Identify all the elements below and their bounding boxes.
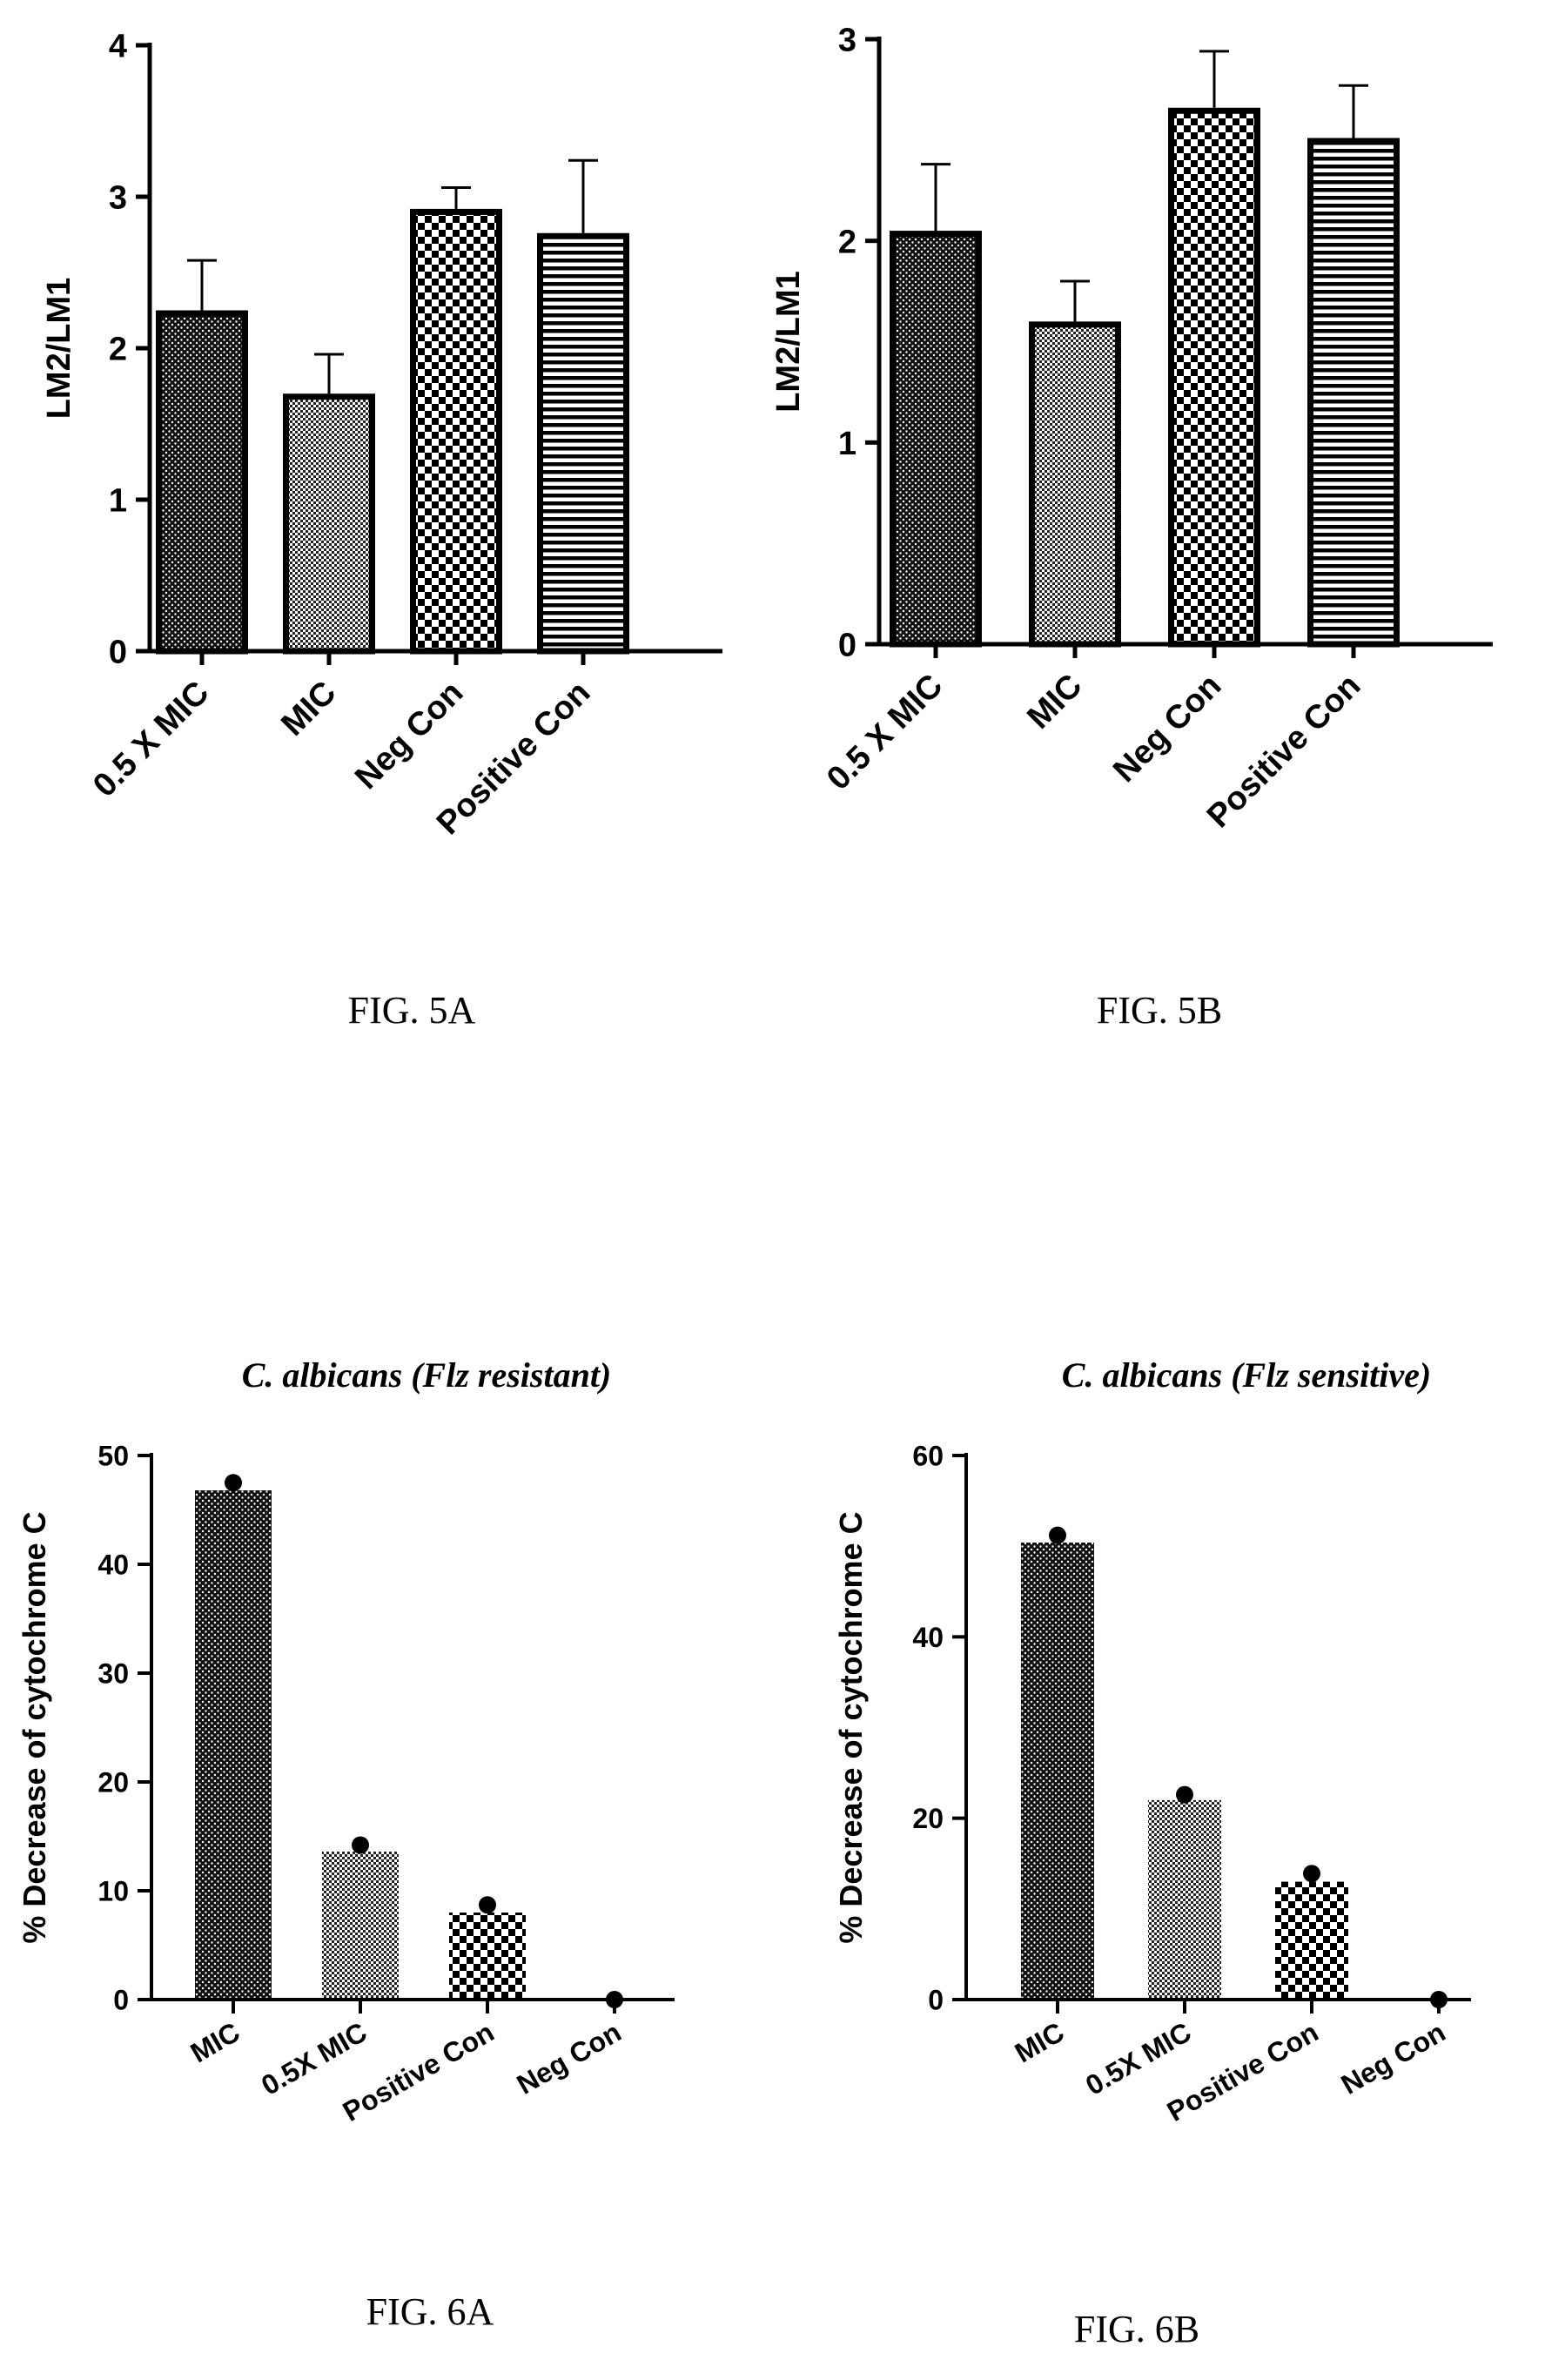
y-axis-label: LM2/LM1 [770, 271, 807, 413]
y-axis-label: % Decrease of cytochrome C [833, 1511, 869, 1943]
y-tick-label: 0 [928, 1985, 944, 2016]
bar-positive-con [1307, 138, 1400, 648]
y-tick-label: 1 [838, 426, 856, 462]
chart-fig6b: C. albicans (Flz sensitive) 0 20 40 60 MIC 0.5… [833, 1355, 1471, 2350]
data-point [225, 1474, 242, 1492]
figure-caption: FIG. 6A [366, 2290, 494, 2333]
category-label: 0.5 X MIC [820, 668, 950, 797]
y-axis-label: LM2/LM1 [41, 278, 77, 420]
bar-0-5x-mic [1148, 1799, 1221, 2000]
data-point [1049, 1526, 1066, 1544]
figure-caption: FIG. 5A [348, 989, 476, 1032]
category-label: 0.5X MIC [256, 2016, 373, 2101]
bar-positive-con [1275, 1881, 1348, 2000]
category-label: MIC [1010, 2016, 1070, 2069]
category-label: Neg Con [512, 2016, 627, 2101]
y-tick-label: 40 [97, 1550, 129, 1581]
y-tick-label: 4 [109, 29, 127, 65]
y-tick-label: 2 [109, 332, 127, 368]
data-point [479, 1896, 496, 1914]
bar-mic [1029, 321, 1121, 648]
y-tick-label: 20 [912, 1803, 944, 1834]
y-tick-label: 1 [109, 483, 127, 520]
data-point [1176, 1785, 1193, 1804]
chart-fig6a: C. albicans (Flz resistant) 0 10 20 30 40 50 MI… [17, 1355, 675, 2333]
y-tick-label: 0 [113, 1985, 129, 2016]
category-label: 0.5 X MIC [86, 675, 216, 804]
y-tick-label: 10 [97, 1876, 129, 1907]
bar-neg-con [410, 208, 502, 655]
figure-caption: FIG. 6B [1074, 2308, 1199, 2350]
category-label: MIC [185, 2016, 245, 2069]
category-label: Neg Con [1336, 2016, 1451, 2101]
bar-mic [283, 393, 375, 655]
bar-neg-con [1168, 107, 1260, 648]
y-tick-label: 30 [97, 1658, 129, 1690]
category-label: Neg Con [348, 675, 470, 797]
y-tick-label: 0 [838, 628, 856, 664]
bar-mic [1021, 1543, 1094, 2000]
bar-0-5-x-mic [156, 310, 248, 655]
y-tick-label: 3 [838, 23, 856, 59]
chart-title: C. albicans (Flz resistant) [242, 1355, 612, 1395]
y-tick-label: 40 [912, 1622, 944, 1653]
bar-0-5-x-mic [890, 231, 982, 648]
y-tick-label: 50 [97, 1441, 129, 1472]
y-tick-label: 3 [109, 180, 127, 217]
category-label: Neg Con [1106, 668, 1228, 790]
category-label: MIC [1020, 668, 1089, 736]
bar-mic [195, 1490, 272, 2000]
category-label: 0.5X MIC [1080, 2016, 1197, 2101]
y-tick-label: 20 [97, 1767, 129, 1798]
chart-title: C. albicans (Flz sensitive) [1062, 1355, 1431, 1395]
data-point [1303, 1865, 1320, 1883]
data-point [352, 1836, 369, 1854]
y-tick-label: 60 [912, 1441, 944, 1472]
category-label: MIC [274, 675, 343, 743]
bar-0-5x-mic [322, 1852, 399, 2000]
bar-positive-con [449, 1913, 526, 2000]
y-axis-label: % Decrease of cytochrome C [17, 1511, 52, 1943]
bar-positive-con [537, 232, 629, 655]
y-tick-label: 0 [109, 635, 127, 671]
y-tick-label: 2 [838, 224, 856, 260]
figure-caption: FIG. 5B [1097, 989, 1222, 1032]
